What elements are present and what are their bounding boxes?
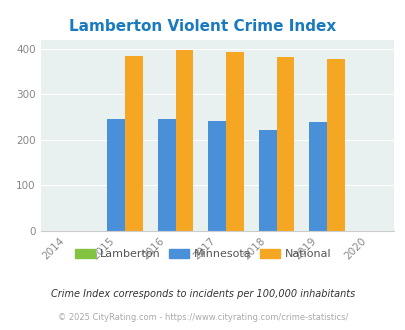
Bar bbox=[276, 57, 294, 231]
Bar bbox=[309, 122, 326, 231]
Bar bbox=[226, 52, 243, 231]
Text: © 2025 CityRating.com - https://www.cityrating.com/crime-statistics/: © 2025 CityRating.com - https://www.city… bbox=[58, 313, 347, 322]
Bar bbox=[107, 119, 125, 231]
Bar bbox=[326, 59, 344, 231]
Text: Lamberton Violent Crime Index: Lamberton Violent Crime Index bbox=[69, 19, 336, 34]
Bar bbox=[175, 50, 193, 231]
Legend: Lamberton, Minnesota, National: Lamberton, Minnesota, National bbox=[70, 244, 335, 263]
Bar bbox=[158, 119, 175, 231]
Bar bbox=[208, 121, 226, 231]
Text: Crime Index corresponds to incidents per 100,000 inhabitants: Crime Index corresponds to incidents per… bbox=[51, 289, 354, 299]
Bar bbox=[125, 56, 143, 231]
Bar bbox=[258, 130, 276, 231]
